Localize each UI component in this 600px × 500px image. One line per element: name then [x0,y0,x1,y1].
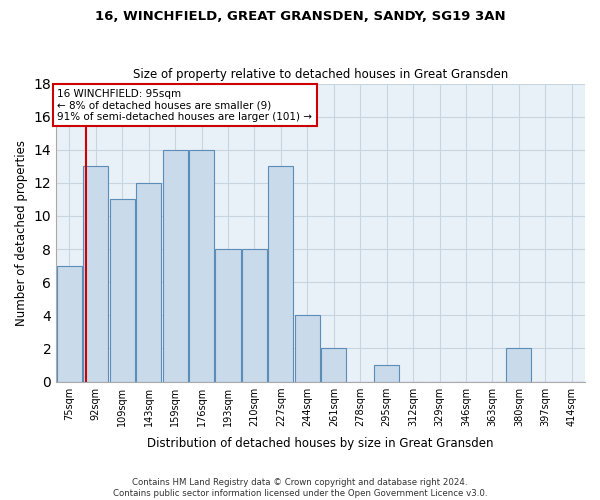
Bar [374,365,399,382]
Title: Size of property relative to detached houses in Great Gransden: Size of property relative to detached ho… [133,68,508,81]
Y-axis label: Number of detached properties: Number of detached properties [15,140,28,326]
Bar [110,200,135,382]
Bar [321,348,346,382]
Text: 16 WINCHFIELD: 95sqm
← 8% of detached houses are smaller (9)
91% of semi-detache: 16 WINCHFIELD: 95sqm ← 8% of detached ho… [58,88,313,122]
Bar [83,166,109,382]
Text: Contains HM Land Registry data © Crown copyright and database right 2024.
Contai: Contains HM Land Registry data © Crown c… [113,478,487,498]
Bar [506,348,532,382]
Bar [136,183,161,382]
Bar [295,316,320,382]
Bar [242,249,267,382]
Text: 16, WINCHFIELD, GREAT GRANSDEN, SANDY, SG19 3AN: 16, WINCHFIELD, GREAT GRANSDEN, SANDY, S… [95,10,505,23]
Bar [189,150,214,382]
Bar [268,166,293,382]
Bar [163,150,188,382]
Bar [215,249,241,382]
Bar [57,266,82,382]
X-axis label: Distribution of detached houses by size in Great Gransden: Distribution of detached houses by size … [148,437,494,450]
